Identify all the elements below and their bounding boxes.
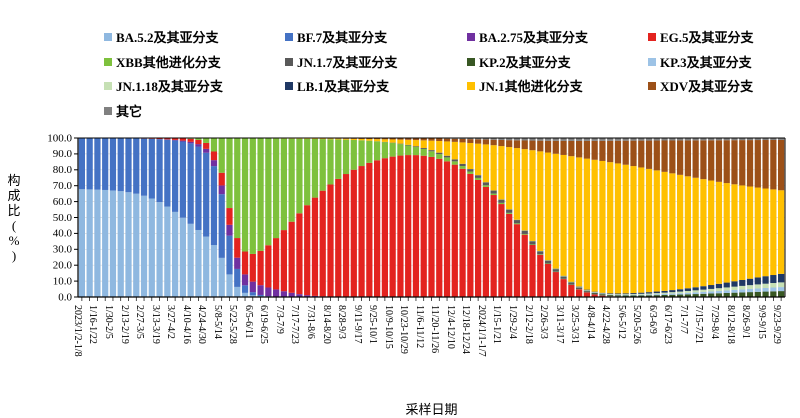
svg-text:50.0: 50.0: [53, 212, 73, 224]
svg-text:20.0: 20.0: [53, 260, 73, 272]
svg-text:30.0: 30.0: [53, 244, 73, 256]
svg-text:80.0: 80.0: [53, 164, 73, 176]
svg-text:90.0: 90.0: [53, 148, 73, 160]
svg-text:0.0: 0.0: [58, 291, 72, 303]
svg-text:40.0: 40.0: [53, 228, 73, 240]
svg-text:100.0: 100.0: [47, 132, 72, 144]
svg-text:10.0: 10.0: [53, 275, 73, 287]
svg-text:60.0: 60.0: [53, 196, 73, 208]
svg-text:70.0: 70.0: [53, 180, 73, 192]
